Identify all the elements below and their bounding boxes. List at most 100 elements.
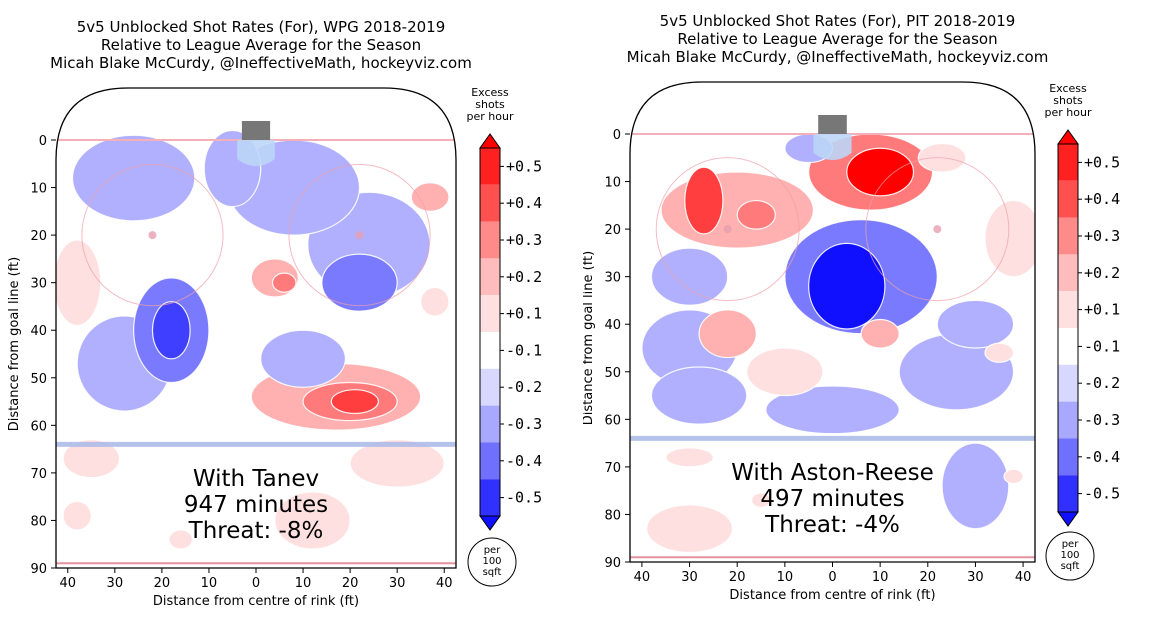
colorbar-segment (480, 221, 500, 259)
heatmap-region (698, 309, 757, 359)
x-tick-label: 10 (295, 576, 312, 591)
y-tick-label: 0 (39, 134, 47, 149)
y-tick-label: 10 (604, 176, 621, 191)
colorbar-tick-label: -0.3 (1084, 411, 1120, 429)
unit-label-line: 100 (482, 556, 501, 567)
heatmap-layer (56, 88, 456, 568)
unit-label-line: 100 (1060, 550, 1079, 561)
faceoff-circle (81, 164, 224, 307)
colorbar-tick-label: +0.2 (1084, 264, 1120, 282)
colorbar-title-line: Excess (1049, 82, 1087, 95)
x-tick-label: 20 (920, 570, 937, 585)
unit-circle (1045, 531, 1095, 581)
colorbar-title-line: per hour (1045, 106, 1092, 119)
y-tick-label: 50 (30, 372, 47, 387)
colorbar-arrow-bottom (1057, 511, 1079, 527)
annotation-line: With Tanev (193, 466, 319, 492)
colorbar-segment (1058, 180, 1078, 218)
heatmap-region (420, 286, 450, 317)
colorbar-tick-label: -0.2 (1084, 374, 1120, 392)
x-tick-label: 10 (777, 570, 794, 585)
colorbar-segment (1058, 364, 1078, 402)
heatmap-region (808, 242, 886, 330)
chart-panel-wpg: 5v5 Unblocked Shot Rates (For), WPG 2018… (0, 0, 583, 619)
colorbar-tick-label: +0.2 (506, 268, 542, 286)
x-tick-label: 30 (107, 576, 124, 591)
y-tick-label: 10 (30, 182, 47, 197)
colorbar-segment (480, 368, 500, 406)
faceoff-dot (723, 225, 732, 234)
colorbar-tick-label: -0.1 (1084, 337, 1120, 355)
heatmap-region (151, 301, 191, 360)
colorbar-segment (1058, 328, 1078, 365)
annotation-line: With Aston-Reese (731, 460, 934, 486)
faceoff-dot (933, 225, 942, 234)
heatmap-region (765, 385, 900, 435)
colorbar-tick-label: -0.1 (506, 341, 542, 359)
colorbar-segment (480, 148, 500, 185)
y-tick-label: 80 (604, 508, 621, 523)
goal-net (241, 120, 271, 140)
y-tick-label: 70 (30, 467, 47, 482)
colorbar-frame (479, 147, 501, 517)
heatmap-region (650, 366, 748, 425)
x-tick-label: 40 (1015, 570, 1032, 585)
heatmap-region (274, 491, 351, 550)
chart-svg: 5v5 Unblocked Shot Rates (For), PIT 2018… (581, 12, 1120, 603)
colorbar-arrow-top (479, 133, 501, 149)
colorbar-tick-label: -0.5 (1084, 485, 1120, 503)
x-tick-label: 30 (681, 570, 698, 585)
x-tick-label: 30 (967, 570, 984, 585)
colorbar-tick-label: -0.3 (506, 415, 542, 433)
annotation-line: 947 minutes (184, 492, 328, 518)
chart-title-line: 5v5 Unblocked Shot Rates (For), PIT 2018… (660, 12, 1016, 30)
x-tick-label: 0 (828, 570, 836, 585)
chart-panel-pit: 5v5 Unblocked Shot Rates (For), PIT 2018… (581, 0, 1166, 619)
heatmap-layer (630, 82, 1035, 562)
unit-label-line: sqft (483, 567, 502, 578)
goal-net (818, 114, 847, 134)
colorbar-segment (1058, 475, 1078, 512)
colorbar-tick-label: -0.2 (506, 378, 542, 396)
colorbar-segment (1058, 438, 1078, 476)
colorbar-segment (1058, 217, 1078, 255)
y-axis-label: Distance from goal line (ft) (7, 257, 22, 431)
colorbar-segment (1058, 254, 1078, 292)
y-tick-label: 0 (613, 128, 621, 143)
rink-outline (629, 81, 1036, 563)
y-axis-label: Distance from goal line (ft) (583, 251, 596, 425)
y-tick-label: 50 (604, 366, 621, 381)
heatmap-region (1003, 468, 1024, 485)
colorbar-title-line: shots (1053, 94, 1083, 107)
unit-circle (467, 537, 517, 587)
colorbar-tick-label: -0.4 (1084, 448, 1120, 466)
chart-svg: 5v5 Unblocked Shot Rates (For), WPG 2018… (7, 18, 542, 609)
heatmap-region (56, 239, 102, 327)
y-tick-label: 40 (30, 324, 47, 339)
heatmap-region (321, 253, 398, 312)
x-tick-label: 40 (634, 570, 651, 585)
x-axis-label: Distance from centre of rink (ft) (153, 594, 359, 609)
colorbar-segment (480, 184, 500, 222)
heatmap-region (846, 147, 915, 197)
heatmap-region (349, 439, 445, 488)
goal-crease (237, 140, 275, 167)
heatmap-region (62, 439, 121, 479)
chart-title-line: Micah Blake McCurdy, @IneffectiveMath, h… (50, 54, 472, 72)
annotation-line: 497 minutes (760, 486, 904, 512)
colorbar-segment (1058, 291, 1078, 328)
colorbar-title-line: per hour (467, 110, 514, 123)
heatmap-region (71, 134, 196, 222)
faceoff-circle (288, 164, 431, 307)
y-tick-label: 80 (30, 514, 47, 529)
faceoff-dot (355, 231, 364, 240)
unit-label-line: sqft (1061, 561, 1080, 572)
x-axis-label: Distance from centre of rink (ft) (729, 588, 935, 603)
colorbar-segment (480, 479, 500, 516)
heatmap-region (410, 182, 450, 212)
y-tick-label: 60 (30, 419, 47, 434)
heatmap-region (984, 199, 1035, 278)
colorbar-tick-label: +0.1 (1084, 301, 1120, 319)
heatmap-region (936, 299, 1015, 349)
annotation-line: Threat: -8% (188, 518, 324, 544)
